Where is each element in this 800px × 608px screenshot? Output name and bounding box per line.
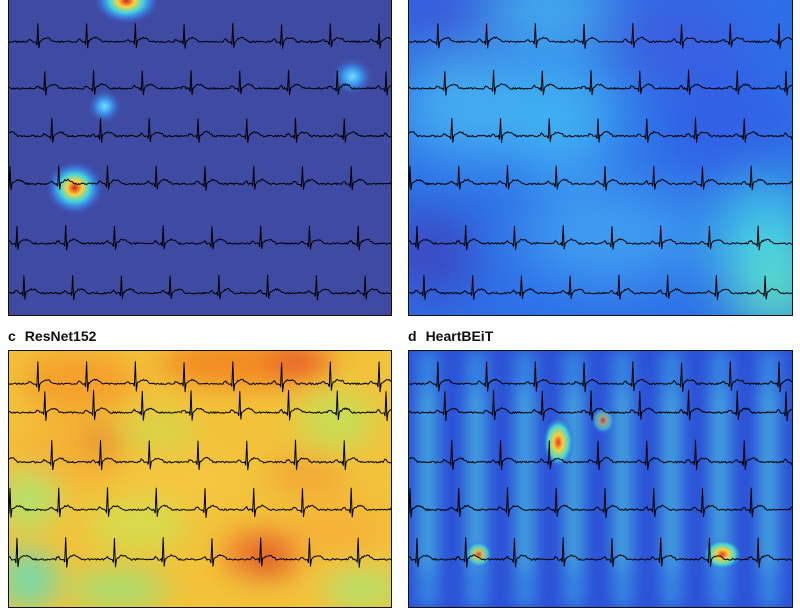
ecg-lead-trace <box>409 69 792 96</box>
panel-name-d: HeartBEiT <box>425 328 494 344</box>
panel-letter-d: d <box>408 328 417 344</box>
ecg-traces <box>409 23 792 301</box>
ecg-lead-trace <box>409 487 792 518</box>
ecg-lead-trace <box>9 537 391 568</box>
hotspot <box>86 88 123 125</box>
ecg-lead-trace <box>9 274 391 301</box>
ecg-lead-trace <box>409 439 792 471</box>
ecg-traces <box>9 361 391 568</box>
ecg-lead-trace <box>9 487 391 518</box>
hotspot <box>542 416 575 469</box>
heatmap-panel-c <box>8 350 392 608</box>
attention-band <box>469 390 482 570</box>
heatmap-panel-b <box>408 0 793 316</box>
attention-band <box>420 390 433 570</box>
ecg-lead-trace <box>9 69 391 96</box>
panel-title-c: c ResNet152 <box>8 328 96 344</box>
ecg-lead-trace <box>409 274 792 301</box>
ecg-lead-trace <box>9 117 391 143</box>
ecg-traces <box>9 23 391 301</box>
ecg-heatmap-a <box>9 0 391 315</box>
panel-letter-c: c <box>8 328 16 344</box>
ecg-lead-trace <box>409 225 792 251</box>
ecg-heatmap-d <box>409 351 792 607</box>
panel-title-d: d HeartBEiT <box>408 328 493 344</box>
ecg-lead-trace <box>409 117 792 143</box>
ecg-lead-trace <box>9 439 391 471</box>
hotspot <box>92 0 161 25</box>
ecg-lead-trace <box>9 165 391 191</box>
hotspot <box>44 159 105 216</box>
ecg-lead-trace <box>409 361 792 393</box>
attention-band <box>762 390 775 570</box>
ecg-lead-trace <box>9 361 391 393</box>
ecg-heatmap-c <box>9 351 391 607</box>
ecg-traces <box>409 361 792 568</box>
attention-band <box>615 390 628 570</box>
ecg-lead-trace <box>409 389 792 421</box>
heatmap-panel-d <box>408 350 793 608</box>
attention-band <box>567 390 580 570</box>
heatmap-background <box>9 0 391 315</box>
ecg-lead-trace <box>9 389 391 421</box>
ecg-heatmap-b <box>409 0 792 315</box>
panel-name-c: ResNet152 <box>24 328 97 344</box>
ecg-lead-trace <box>409 165 792 191</box>
hotspot <box>702 538 743 571</box>
hotspot <box>464 540 493 569</box>
ecg-lead-trace <box>409 537 792 568</box>
attention-band <box>518 390 531 570</box>
attention-band <box>664 390 677 570</box>
ecg-lead-trace <box>9 23 391 49</box>
ecg-lead-trace <box>409 23 792 49</box>
attention-band <box>713 390 726 570</box>
ecg-lead-trace <box>9 225 391 251</box>
heatmap-panel-a <box>8 0 392 316</box>
